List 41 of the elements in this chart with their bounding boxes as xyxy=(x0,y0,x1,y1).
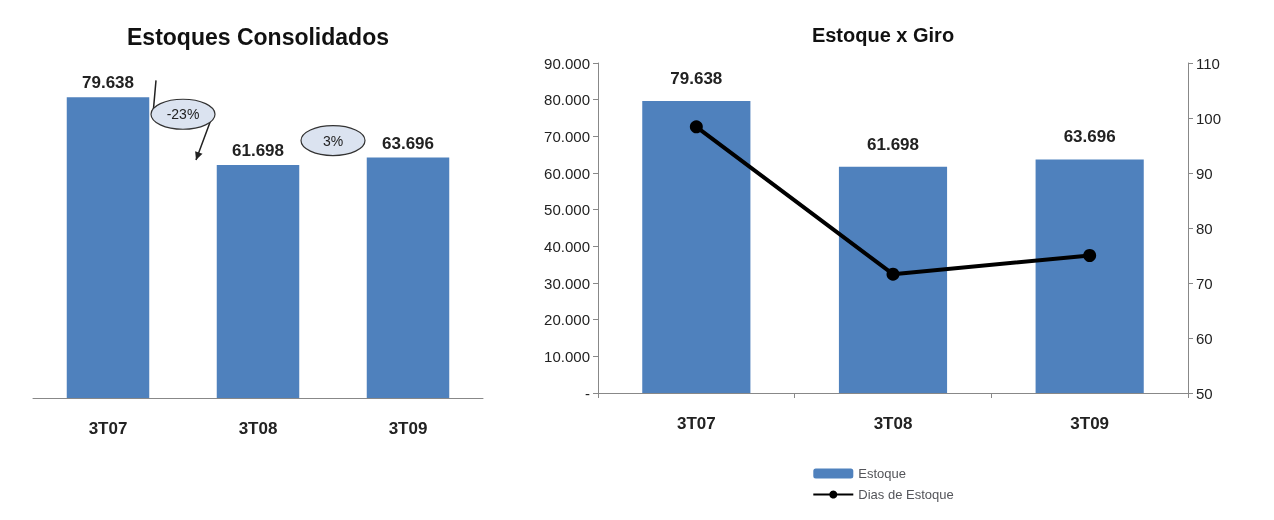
y-tick-label: 50.000 xyxy=(544,201,590,219)
x-tick-label: 3T08 xyxy=(873,414,913,433)
x-tick-label: 3T07 xyxy=(676,414,716,433)
y2-tick-label: 80 xyxy=(1196,219,1213,237)
data-label: 61.698 xyxy=(232,141,284,161)
y2-tick-label: 90 xyxy=(1196,164,1213,182)
x-tick-label: 3T08 xyxy=(238,419,278,438)
data-label: 79.638 xyxy=(670,68,723,88)
bar xyxy=(642,100,751,393)
point xyxy=(1083,249,1097,262)
chart-title: Estoque x Giro xyxy=(811,24,955,46)
y2-tick-label: 60 xyxy=(1196,329,1213,347)
y-tick-label: 70.000 xyxy=(544,127,590,145)
y-tick-label: 60.000 xyxy=(544,164,590,182)
x-tick-label: 3T07 xyxy=(88,419,128,438)
y-tick-label: 80.000 xyxy=(544,91,590,109)
y-tick-label: 20.000 xyxy=(544,311,590,329)
legend-label: Estoque xyxy=(858,466,907,481)
bar xyxy=(1035,159,1144,393)
y-tick-label: 90.000 xyxy=(544,54,590,72)
data-label: 63.696 xyxy=(382,133,434,153)
y-tick-label: - xyxy=(585,384,590,402)
y2-tick-label: 70 xyxy=(1196,274,1213,292)
point xyxy=(689,120,703,134)
legend-label: Dias de Estoque xyxy=(858,487,954,502)
annotation: 3% xyxy=(322,132,344,149)
x-tick-label: 3T09 xyxy=(388,419,428,438)
y2-tick-label: 50 xyxy=(1196,384,1213,402)
data-label: 63.696 xyxy=(1063,127,1116,147)
chart-title: Estoques Consolidados xyxy=(127,23,389,50)
x-tick-label: 3T09 xyxy=(1070,414,1110,433)
y2-tick-label: 100 xyxy=(1196,109,1222,127)
bar xyxy=(838,166,948,393)
y-tick-label: 40.000 xyxy=(544,237,590,255)
y-tick-label: 30.000 xyxy=(544,274,590,292)
data-label: 79.638 xyxy=(82,73,134,93)
annotation: -23% xyxy=(166,106,200,123)
y2-tick-label: 110 xyxy=(1196,54,1220,72)
y-tick-label: 10.000 xyxy=(544,347,590,365)
point xyxy=(886,267,900,281)
data-label: 61.698 xyxy=(867,134,919,154)
